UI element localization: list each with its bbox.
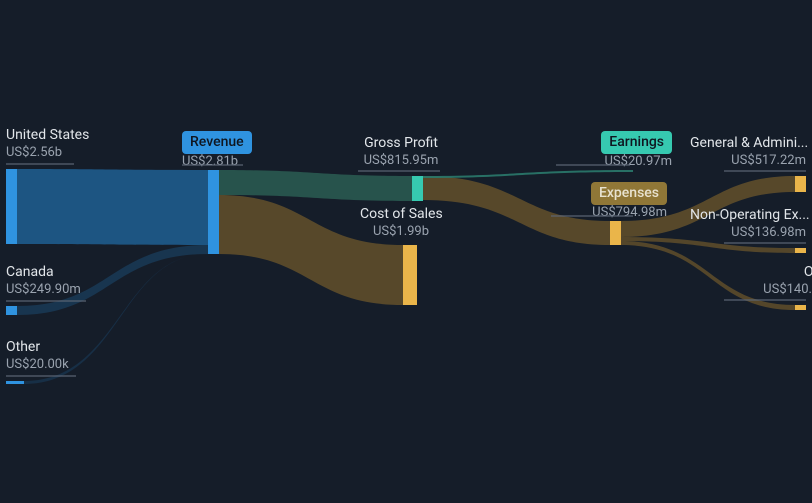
title-general_admin: General & Admini...	[690, 135, 806, 153]
divider-other_src	[6, 375, 76, 377]
value-canada: US$249.90m	[6, 282, 81, 299]
node-cost_of_sales[interactable]	[403, 245, 417, 305]
title-united_states: United States	[6, 127, 89, 145]
label-gross_profit: Gross ProfitUS$815.95m	[360, 135, 442, 169]
label-united_states: United StatesUS$2.56b	[6, 127, 89, 161]
label-non_operating: Non-Operating Ex...US$136.98m	[690, 207, 806, 241]
sankey-link	[219, 170, 412, 201]
node-general_admin[interactable]	[795, 176, 806, 192]
node-united_states[interactable]	[6, 169, 17, 244]
value-cost_of_sales: US$1.99b	[360, 224, 442, 241]
title-other_dst: Other	[722, 264, 812, 282]
badge-revenue: Revenue	[182, 131, 252, 154]
divider-general_admin	[724, 170, 806, 172]
divider-canada	[6, 300, 86, 302]
divider-earnings	[556, 164, 630, 166]
value-gross_profit: US$815.95m	[360, 153, 442, 170]
badge-earnings: Earnings	[601, 131, 672, 154]
sankey-link	[423, 170, 633, 178]
node-non_operating[interactable]	[795, 248, 806, 253]
title-non_operating: Non-Operating Ex...	[690, 207, 806, 225]
badge-expenses: Expenses	[591, 182, 667, 205]
node-revenue[interactable]	[208, 170, 219, 254]
label-other_src: OtherUS$20.00k	[6, 339, 69, 373]
value-other_src: US$20.00k	[6, 357, 69, 374]
label-canada: CanadaUS$249.90m	[6, 264, 81, 298]
divider-other_dst	[724, 299, 806, 301]
title-cost_of_sales: Cost of Sales	[360, 206, 442, 224]
divider-gross_profit	[358, 170, 440, 172]
sankey-link	[17, 169, 208, 245]
label-cost_of_sales: Cost of SalesUS$1.99b	[360, 206, 442, 240]
divider-expenses	[551, 215, 633, 217]
node-other_dst[interactable]	[795, 305, 806, 310]
label-general_admin: General & Admini...US$517.22m	[690, 135, 806, 169]
sankey-chart	[0, 0, 812, 503]
title-other_src: Other	[6, 339, 69, 357]
value-general_admin: US$517.22m	[690, 153, 806, 170]
divider-revenue	[182, 164, 243, 166]
divider-non_operating	[724, 242, 806, 244]
node-expenses[interactable]	[610, 221, 621, 245]
value-united_states: US$2.56b	[6, 145, 89, 162]
title-canada: Canada	[6, 264, 81, 282]
divider-united_states	[6, 163, 74, 165]
node-gross_profit[interactable]	[412, 176, 423, 201]
title-gross_profit: Gross Profit	[360, 135, 442, 153]
label-other_dst: OtherUS$140.78m	[722, 264, 812, 298]
value-expenses: US$794.98m	[551, 205, 667, 222]
node-other_src[interactable]	[6, 381, 24, 384]
value-non_operating: US$136.98m	[690, 225, 806, 242]
value-revenue: US$2.81b	[182, 154, 252, 171]
value-other_dst: US$140.78m	[722, 282, 812, 299]
value-earnings: US$20.97m	[556, 154, 672, 171]
node-canada[interactable]	[6, 306, 17, 315]
